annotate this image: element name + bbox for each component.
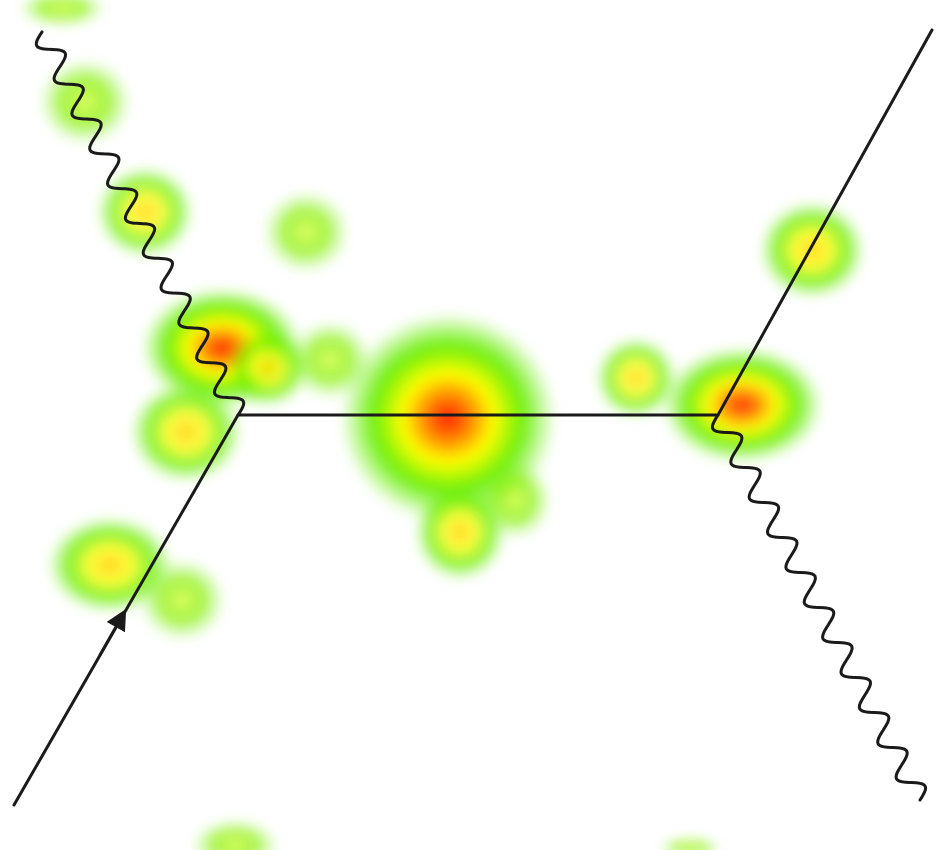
heat-spot-18 — [660, 838, 720, 850]
heat-spot-4 — [264, 192, 348, 272]
heat-spot-13 — [480, 462, 550, 538]
outgoing-fermion-line — [716, 28, 934, 417]
heat-spot-6 — [228, 330, 308, 406]
heat-spot-1 — [20, 0, 104, 26]
heat-spot-14 — [596, 338, 676, 418]
heat-spot-17 — [193, 820, 277, 850]
outgoing-photon-line — [710, 413, 928, 802]
heat-spot-15 — [760, 202, 864, 298]
feynman-lines — [12, 28, 934, 807]
heat-spot-16 — [662, 347, 822, 463]
incoming-photon-line — [34, 30, 246, 417]
attention-heatmap — [20, 0, 864, 850]
heat-spot-10 — [140, 560, 224, 640]
heat-spot-9 — [48, 517, 172, 613]
heat-spot-3 — [97, 167, 193, 257]
fermion-arrow-icon — [98, 608, 127, 657]
heat-spot-2 — [40, 60, 130, 144]
